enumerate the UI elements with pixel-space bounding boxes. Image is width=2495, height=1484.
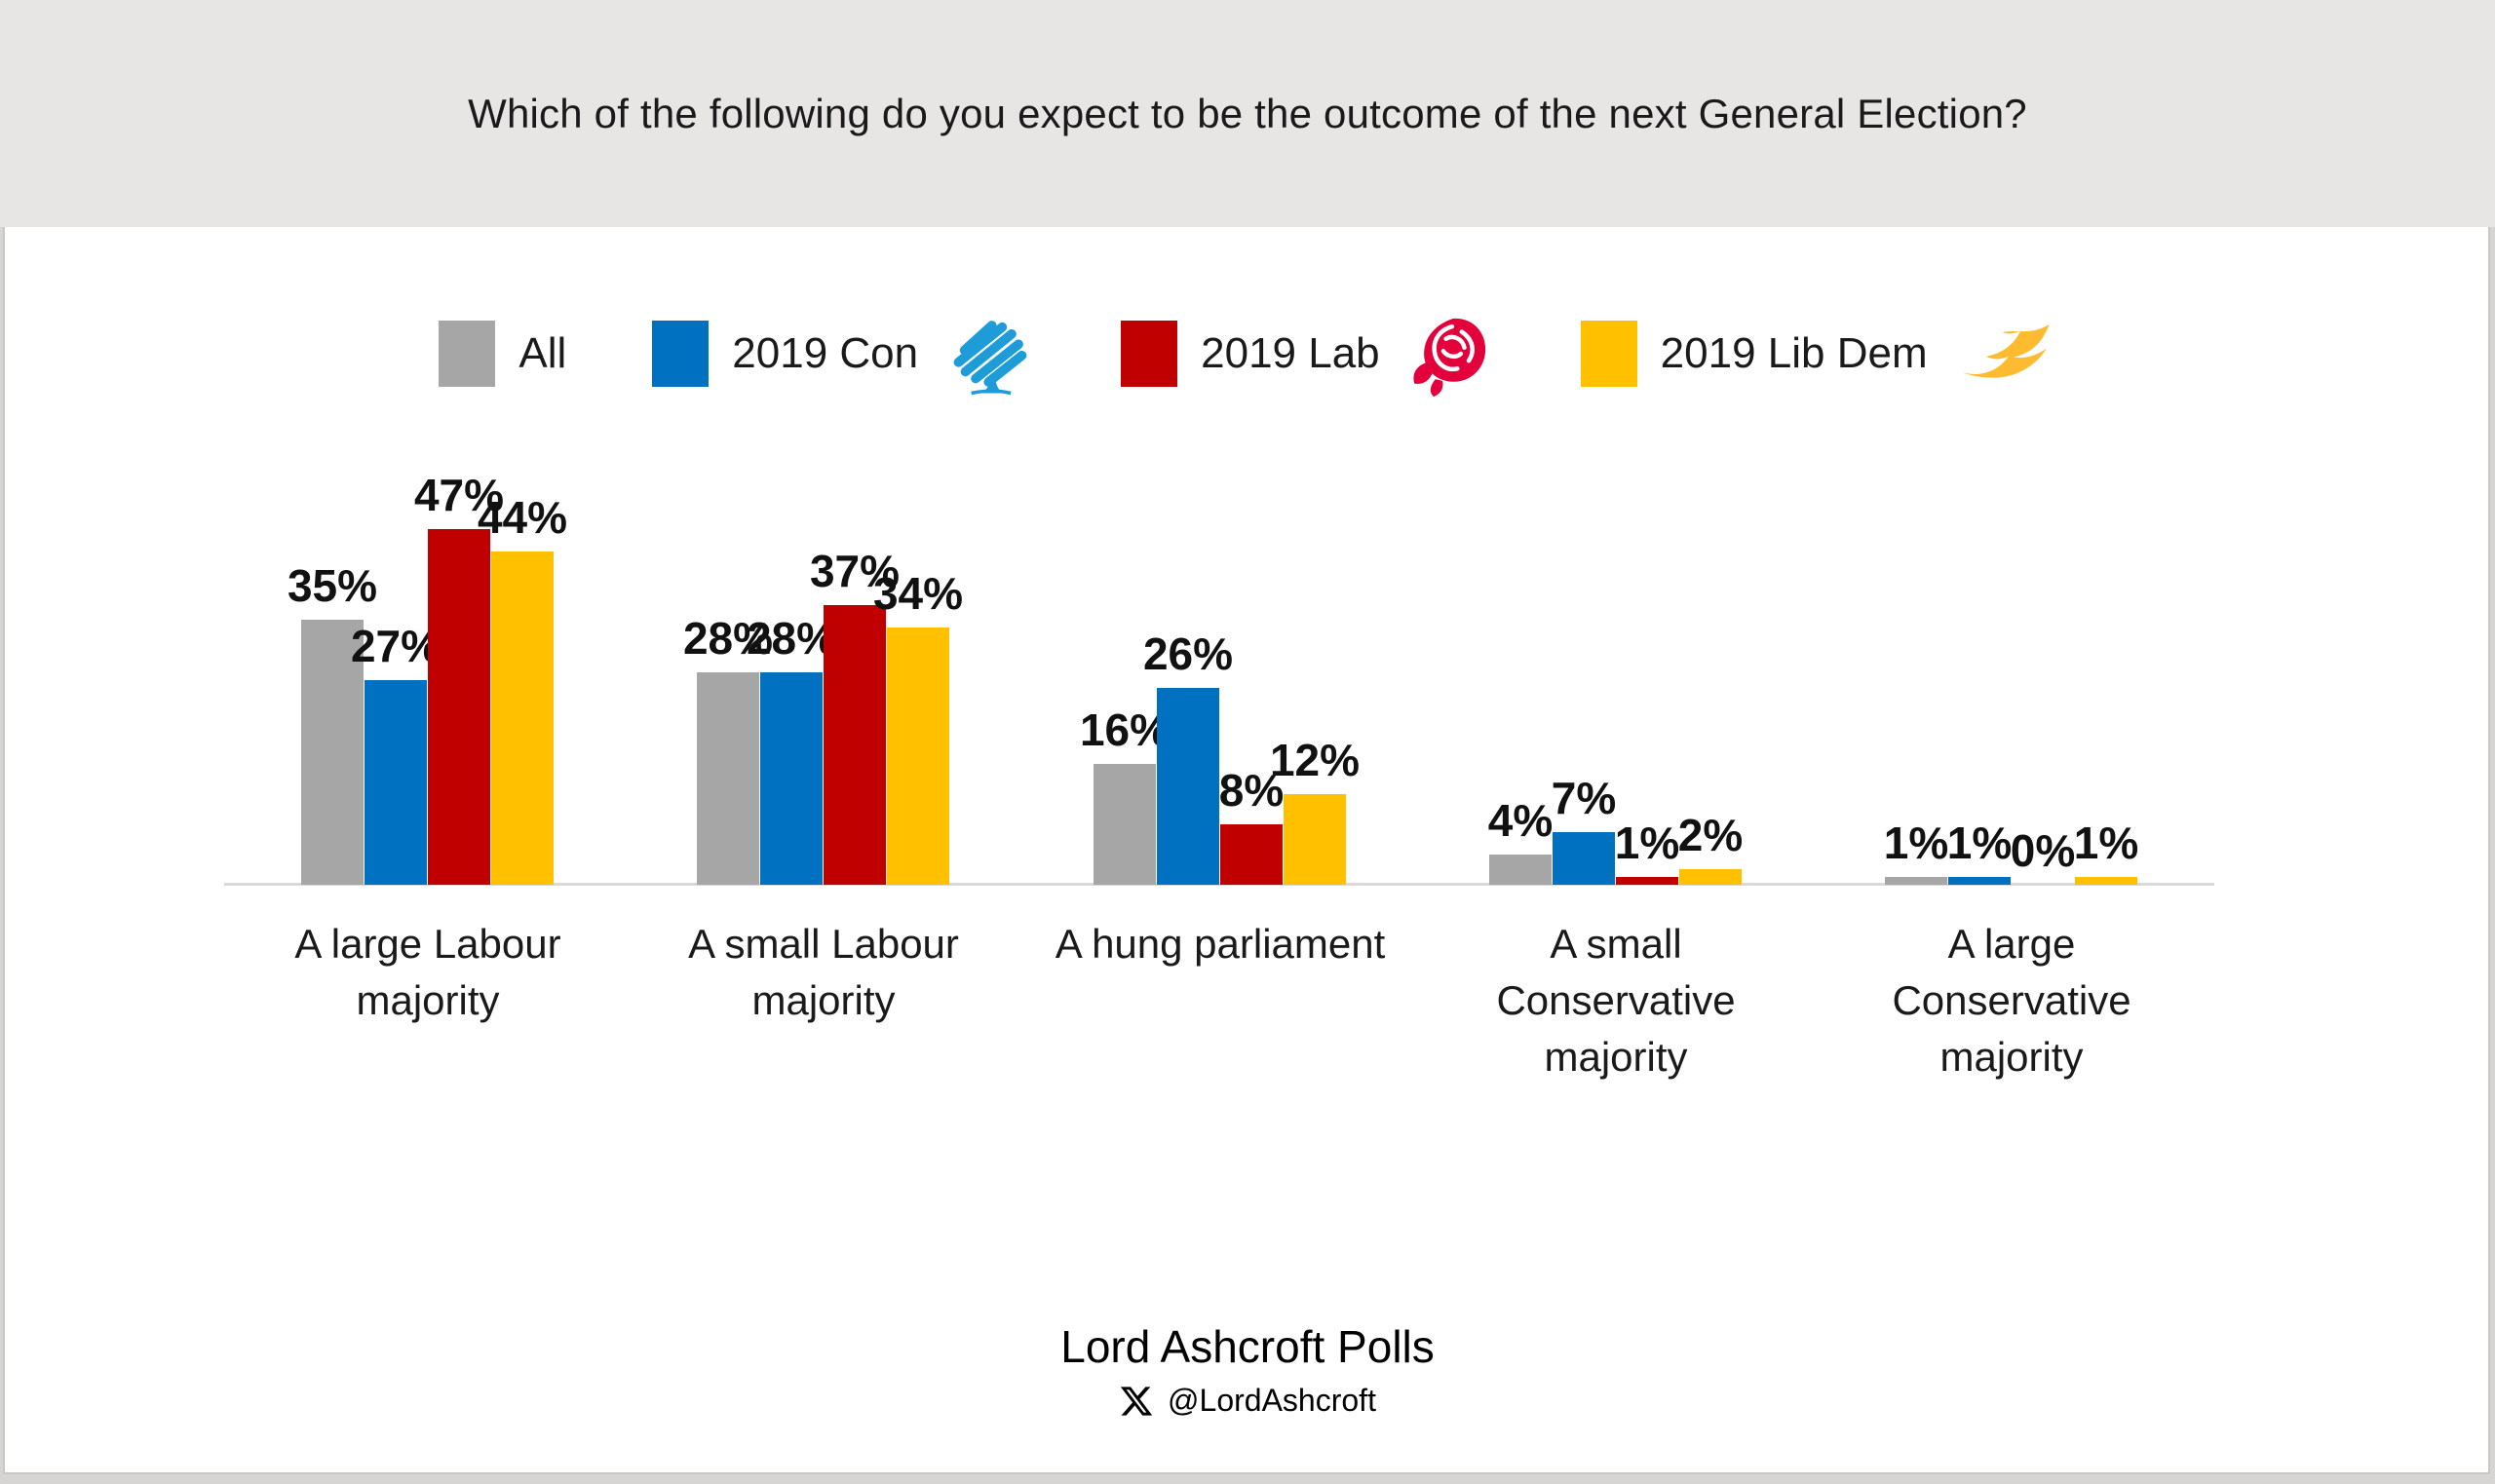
category-label-2: A hung parliament	[1055, 921, 1386, 967]
bar-value-label: 1%	[1614, 818, 1680, 868]
legend-label: 2019 Con	[732, 329, 919, 377]
bar-value-label: 7%	[1551, 773, 1617, 823]
bar-2019-lib-dem-cat3	[1679, 869, 1742, 885]
legend-item-2019-lab: 2019 Lab	[1121, 310, 1495, 398]
bar-value-label: 28%	[746, 613, 837, 664]
bar-2019-con-cat3	[1553, 832, 1615, 885]
legend-swatch	[652, 321, 710, 387]
page-title: Which of the following do you expect to …	[468, 90, 2027, 136]
bar-2019-con-cat2	[1157, 688, 1219, 885]
bar-2019-lib-dem-cat0	[491, 552, 554, 885]
bar-2019-con-cat1	[760, 672, 823, 885]
bar-all-cat2	[1094, 764, 1156, 885]
bar-value-label: 12%	[1269, 735, 1361, 785]
legend-label: All	[518, 329, 567, 377]
bar-2019-lab-cat0	[428, 529, 490, 885]
bar-2019-lab-cat1	[824, 605, 886, 885]
bar-value-label: 4%	[1487, 795, 1554, 846]
legend-item-all: All	[439, 321, 566, 387]
category-label-1: A small Labour majority	[688, 921, 959, 1023]
source-text: Lord Ashcroft Polls	[1060, 1321, 1435, 1372]
category-label-3: A small Conservative majority	[1496, 921, 1736, 1080]
legend-label: 2019 Lab	[1201, 329, 1380, 377]
category-label-0: A large Labour majority	[294, 921, 561, 1023]
bar-value-label: 28%	[682, 613, 774, 664]
legend-label: 2019 Lib Dem	[1660, 329, 1928, 377]
social-handle: @LordAshcroft	[1119, 1383, 1376, 1419]
bar-value-label: 37%	[809, 546, 901, 596]
bar-value-label: 34%	[872, 568, 964, 619]
labour-rose-icon	[1413, 318, 1485, 398]
bar-value-label: 26%	[1142, 628, 1234, 679]
bar-value-label: 8%	[1218, 765, 1285, 816]
bar-value-label: 1%	[1883, 818, 1949, 868]
bar-all-cat3	[1489, 855, 1552, 885]
legend-item-2019-con: 2019 Con	[652, 311, 1035, 397]
legend: All 2019 Con 2019 Lab 2019 Li	[0, 310, 2495, 398]
legend-item-2019-lib-dem: 2019 Lib Dem	[1580, 314, 2056, 394]
title-band: Which of the following do you expect to …	[0, 0, 2495, 227]
bar-2019-con-cat0	[365, 680, 427, 885]
bar-2019-lab-cat2	[1220, 824, 1283, 885]
conservative-tree-icon	[953, 321, 1027, 396]
bar-value-label: 1%	[1946, 818, 2013, 868]
x-logo-icon	[1120, 1386, 1153, 1416]
legend-swatch	[1121, 321, 1178, 387]
category-label-4: A large Conservative majority	[1892, 921, 2131, 1080]
bar-value-label: 0%	[2010, 825, 2076, 876]
bar-value-label: 27%	[350, 621, 441, 671]
bar-value-label: 16%	[1079, 704, 1171, 755]
bar-value-label: 1%	[2073, 818, 2139, 868]
bar-all-cat0	[301, 620, 364, 885]
libdem-bird-icon	[1961, 323, 2050, 378]
footer: Lord Ashcroft Polls @LordAshcroft	[0, 1320, 2495, 1419]
legend-swatch	[439, 321, 496, 387]
bar-2019-lib-dem-cat2	[1284, 794, 1346, 885]
bar-value-label: 2%	[1677, 810, 1744, 860]
bar-value-label: 44%	[477, 492, 568, 543]
handle-text: @LordAshcroft	[1168, 1383, 1376, 1418]
bar-2019-con-cat4	[1948, 877, 2011, 885]
bar-all-cat1	[697, 672, 759, 885]
bar-2019-lab-cat3	[1616, 877, 1678, 885]
bar-2019-lib-dem-cat1	[887, 628, 949, 885]
x-axis-line	[224, 883, 2214, 886]
bar-value-label: 47%	[413, 470, 505, 520]
bar-value-label: 35%	[287, 560, 378, 611]
bar-all-cat4	[1885, 877, 1947, 885]
legend-swatch	[1580, 321, 1637, 387]
bar-2019-lib-dem-cat4	[2075, 877, 2137, 885]
